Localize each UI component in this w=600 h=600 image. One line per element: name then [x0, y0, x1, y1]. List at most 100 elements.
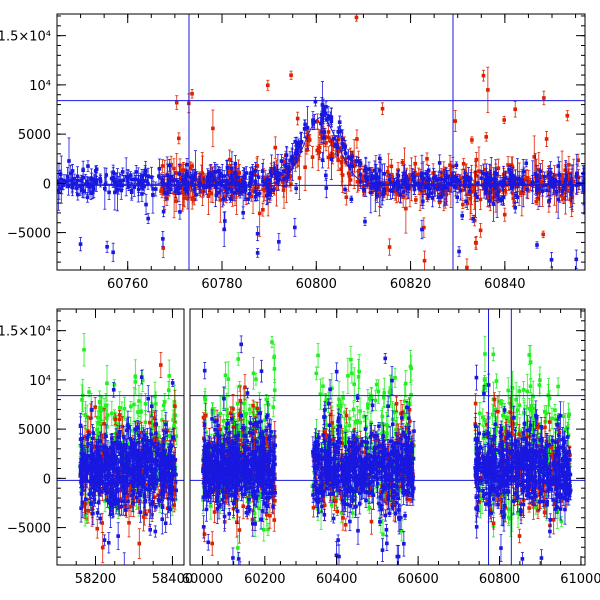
data-point [403, 511, 407, 520]
data-point [486, 66, 490, 114]
data-point [107, 184, 111, 200]
data-point [574, 153, 579, 195]
data-point [351, 401, 356, 418]
data-point [341, 391, 345, 405]
data-point [95, 518, 100, 539]
data-point [79, 493, 83, 523]
data-point [156, 494, 161, 506]
data-point [90, 401, 94, 419]
data-point [241, 424, 246, 432]
data-point [174, 95, 179, 110]
data-point [461, 200, 465, 209]
data-point [206, 491, 211, 503]
data-point [222, 211, 226, 247]
data-point [477, 146, 481, 196]
data-point [317, 136, 322, 159]
x-tick-label: 61000 [560, 572, 600, 587]
data-point [248, 176, 252, 191]
data-point [145, 428, 150, 454]
data-point [210, 531, 215, 556]
data-point [376, 379, 381, 404]
data-point [269, 154, 274, 197]
data-point [239, 176, 244, 196]
data-point [253, 516, 257, 532]
data-point [380, 538, 385, 562]
data-point [436, 171, 441, 187]
data-point [168, 166, 173, 187]
data-point [321, 103, 326, 117]
data-point [261, 176, 265, 187]
data-point [364, 156, 368, 197]
data-point [521, 159, 526, 208]
data-point [549, 177, 554, 187]
data-point [246, 452, 250, 475]
data-point [357, 354, 361, 390]
data-point [266, 79, 270, 91]
data-point [104, 167, 109, 183]
data-point [350, 363, 354, 384]
data-point [369, 182, 374, 194]
data-point [89, 474, 94, 491]
data-point [227, 434, 232, 461]
data-point [385, 427, 389, 440]
data-point [90, 186, 95, 200]
data-point [132, 172, 136, 187]
data-point [388, 567, 392, 580]
data-point [525, 373, 530, 409]
data-point [170, 466, 175, 480]
data-point [338, 125, 343, 137]
data-point [241, 206, 245, 220]
data-point [525, 180, 529, 199]
data-point [185, 158, 189, 172]
data-point [140, 169, 144, 184]
data-point [222, 386, 226, 411]
data-point [253, 417, 258, 429]
data-point [422, 217, 426, 238]
data-point [491, 347, 496, 362]
data-point [160, 159, 165, 173]
data-point [213, 415, 217, 427]
data-point [574, 249, 579, 270]
y-tick-label: −5000 [7, 522, 51, 537]
data-point [223, 211, 227, 231]
y-tick-label: 1.5×10⁴ [0, 325, 51, 340]
data-point [123, 503, 128, 517]
data-point [409, 383, 413, 406]
data-point [206, 439, 210, 448]
data-point [324, 134, 328, 152]
data-point [206, 457, 210, 466]
data-point [150, 490, 155, 519]
data-point [410, 168, 415, 183]
data-point [270, 336, 274, 349]
data-point [147, 451, 152, 470]
data-point [166, 381, 171, 400]
data-point [146, 213, 150, 224]
data-point [487, 194, 492, 208]
data-point [502, 207, 507, 222]
data-point [214, 178, 218, 196]
data-point [535, 241, 539, 249]
data-point [352, 139, 356, 189]
data-point [396, 174, 401, 194]
data-point [146, 385, 151, 413]
data-point [235, 424, 239, 453]
data-point [151, 180, 155, 198]
data-point [149, 166, 154, 188]
data-point [230, 176, 235, 183]
data-point [222, 483, 226, 511]
data-point [201, 177, 206, 197]
data-point [481, 69, 486, 82]
data-point [182, 175, 187, 190]
data-point [163, 513, 168, 533]
data-point [548, 161, 553, 200]
data-point [126, 410, 130, 440]
data-point [316, 343, 320, 368]
data-point [471, 214, 475, 223]
data-point [223, 361, 228, 389]
data-point [478, 402, 482, 425]
data-point [81, 160, 85, 180]
data-point [295, 111, 300, 126]
data-point [453, 110, 458, 132]
data-point [159, 187, 163, 195]
